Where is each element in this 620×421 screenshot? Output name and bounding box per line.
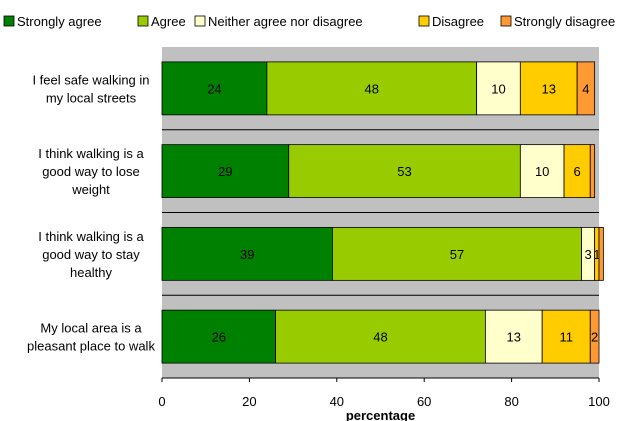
bar-segment — [332, 226, 582, 281]
category-label: healthy — [70, 265, 112, 280]
legend-label: Neither agree nor disagree — [208, 14, 363, 29]
bar-segment — [563, 144, 591, 199]
x-tick-label: 100 — [588, 394, 610, 409]
bar-segment — [275, 309, 486, 364]
data-label: 6 — [574, 164, 581, 179]
data-label: 57 — [450, 247, 464, 262]
bar-segment — [598, 226, 604, 281]
bar-segment — [161, 144, 290, 199]
legend-label: Strongly agree — [17, 14, 102, 29]
x-tick-label: 80 — [504, 394, 518, 409]
category-label: my local streets — [46, 90, 137, 105]
category-label: pleasant place to walk — [27, 339, 155, 354]
legend-swatch — [500, 15, 512, 27]
category-labels: I feel safe walking in my local streets I … — [27, 72, 155, 353]
x-tick-label: 40 — [330, 394, 344, 409]
data-label: 4 — [582, 81, 589, 96]
data-label: 11 — [559, 330, 573, 345]
legend-label: Strongly disagree — [514, 14, 615, 29]
bar-segment — [576, 61, 596, 116]
category-label: I think walking is a — [38, 146, 144, 161]
bar-segment — [161, 226, 333, 281]
bar-segment — [519, 61, 578, 116]
bar-segment — [589, 144, 596, 199]
data-label: 39 — [240, 247, 254, 262]
data-label: 1 — [593, 247, 600, 262]
category-label: weight — [71, 182, 110, 197]
data-label: 48 — [365, 81, 379, 96]
gridlines — [162, 129, 599, 296]
legend: Strongly agree Agree Neither agree nor dis… — [3, 14, 615, 29]
x-axis-ticks: 0 20 40 60 80 100 — [158, 377, 610, 409]
data-label: 2 — [591, 330, 598, 345]
category-label: My local area is a — [40, 321, 142, 336]
x-tick-label: 0 — [158, 394, 165, 409]
category-label: good way to lose — [42, 164, 140, 179]
bar-segment — [541, 309, 591, 364]
bar-segment — [161, 61, 268, 116]
bar-segment — [288, 144, 521, 199]
data-label: 3 — [584, 247, 591, 262]
legend-swatch — [194, 15, 206, 27]
legend-label: Disagree — [432, 14, 484, 29]
bar-segment — [161, 309, 277, 364]
bar-segment — [519, 144, 565, 199]
bar-segment — [589, 309, 600, 364]
category-label: I feel safe walking in — [32, 72, 149, 87]
data-label: 48 — [373, 330, 387, 345]
legend-swatch — [418, 15, 430, 27]
legend-label: Agree — [151, 14, 186, 29]
legend-swatch — [3, 15, 15, 27]
bar-segment — [484, 309, 543, 364]
bar-segment — [266, 61, 478, 116]
data-label: 53 — [397, 164, 411, 179]
bars: 24 48 10 13 4 29 53 10 6 39 57 3 1 26 48 13 11 2 — [161, 61, 604, 364]
data-label: 29 — [218, 164, 232, 179]
data-label: 13 — [507, 330, 521, 345]
x-tick-label: 20 — [242, 394, 256, 409]
legend-swatch — [137, 15, 149, 27]
data-label: 24 — [207, 81, 221, 96]
data-label: 10 — [535, 164, 549, 179]
data-label: 13 — [542, 81, 556, 96]
data-label: 26 — [212, 330, 226, 345]
x-axis-label: percentage — [346, 408, 415, 421]
data-label: 10 — [491, 81, 505, 96]
category-label: good way to stay — [42, 247, 140, 262]
x-tick-label: 60 — [417, 394, 431, 409]
category-label: I think walking is a — [38, 229, 144, 244]
